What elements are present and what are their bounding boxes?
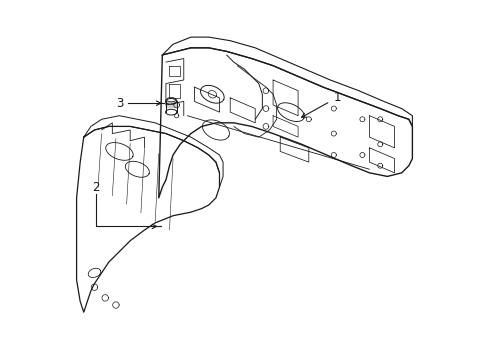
Text: 3: 3 [116,97,123,110]
Text: 1: 1 [333,91,341,104]
Text: 2: 2 [92,181,100,194]
